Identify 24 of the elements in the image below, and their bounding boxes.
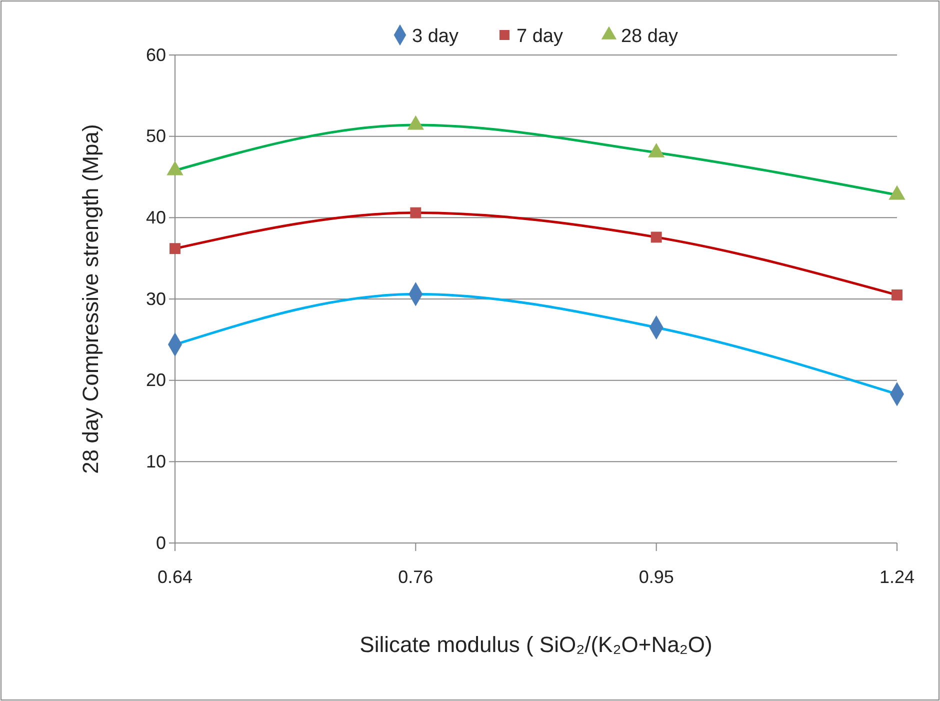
x-tick-label: 0.64: [157, 566, 193, 587]
y-axis-title: 28 day Compressive strength (Mpa): [78, 124, 103, 474]
point: [650, 232, 662, 243]
y-tick-label: 60: [146, 44, 166, 65]
y-tick-label: 40: [146, 207, 166, 228]
y-tick-label: 0: [156, 532, 166, 553]
x-axis-title: Silicate modulus ( SiO₂/(K₂O+Na₂O): [360, 632, 712, 657]
point: [407, 115, 424, 130]
point: [888, 185, 906, 200]
point: [648, 142, 665, 158]
y-tick-label: 30: [146, 288, 166, 309]
point: [170, 243, 180, 254]
x-tick-label: 0.76: [398, 566, 434, 587]
x-tick-label: 0.95: [638, 566, 674, 587]
point: [166, 160, 184, 176]
y-tick-label: 50: [146, 126, 166, 146]
x-tick-label: 1.24: [879, 566, 915, 587]
legend-label: 7 day: [516, 26, 564, 47]
point: [892, 289, 902, 300]
legend-label: 3 day: [412, 26, 459, 47]
y-tick-label: 10: [146, 451, 166, 472]
legend-label: 28 day: [620, 26, 679, 47]
point: [410, 207, 422, 218]
y-tick-label: 20: [146, 370, 166, 390]
